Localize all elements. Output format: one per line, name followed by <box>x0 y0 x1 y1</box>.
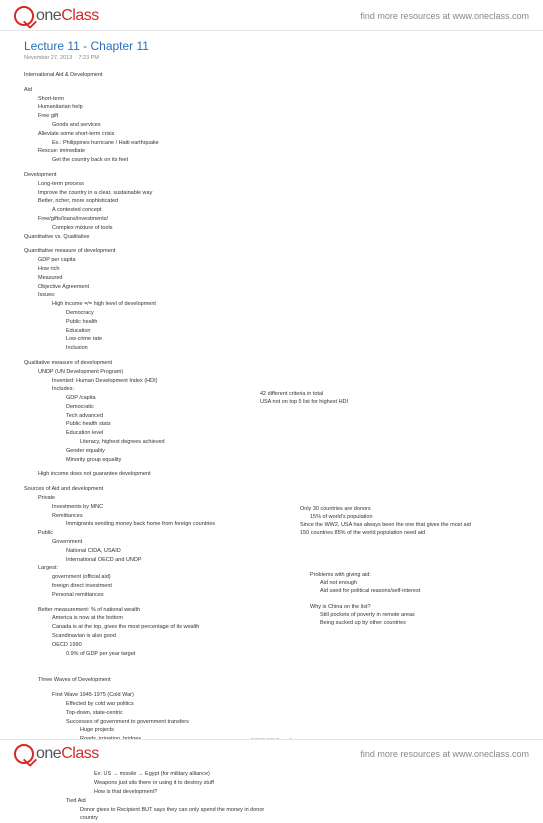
note-line: Private <box>24 494 519 503</box>
note-line: country <box>24 814 519 823</box>
note-line: Three Waves of Development <box>24 676 519 685</box>
note-line: Measured <box>24 274 519 283</box>
document-page: Lecture 11 - Chapter 11 November 27, 201… <box>0 31 543 823</box>
note-line: Objective Agreement <box>24 283 519 292</box>
note-line: Weapons just sits there or using it to d… <box>24 779 519 788</box>
brand-text: oneClass <box>36 7 99 25</box>
note-line: Donor gives to Recipient BUT says they c… <box>24 806 519 815</box>
note-line: Humanitarian help <box>24 103 519 112</box>
side-note: 150 countries 85% of the world populatio… <box>300 529 425 538</box>
note-line: Get the country back on its feet <box>24 156 519 165</box>
note-line: Remittances <box>24 512 519 521</box>
note-line: GDP per capita <box>24 256 519 265</box>
footer-brand-text: oneClass <box>36 745 99 763</box>
page-footer: oneClass find more resources at www.onec… <box>0 739 543 770</box>
brand-icon <box>14 6 34 26</box>
lecture-time: 7:23 PM <box>78 55 98 61</box>
note-line: Huge projects <box>24 726 519 735</box>
note-line: Scandinavian is also good <box>24 632 519 641</box>
note-line: America is now at the bottom <box>24 614 519 623</box>
note-line: Top-down, state-centric <box>24 709 519 718</box>
note-line: Free gift <box>24 112 519 121</box>
note-line: Short-term <box>24 95 519 104</box>
note-line: Education level <box>24 429 519 438</box>
header-resources-link[interactable]: find more resources at www.oneclass.com <box>360 11 529 21</box>
notes-body: International Aid & Development AidShort-… <box>24 71 519 823</box>
side-note: Aid used for political reasons/self-inte… <box>320 587 420 596</box>
note-line: Alleviate some short-term crisis <box>24 130 519 139</box>
note-line: Better measurement: % of national wealth <box>24 606 519 615</box>
lecture-title: Lecture 11 - Chapter 11 <box>24 39 519 53</box>
note-line: OECD 1990 <box>24 641 519 650</box>
note-line: Democracy <box>24 309 519 318</box>
note-line: Personal remittances <box>24 591 519 600</box>
note-line: Canada is at the top, gives the most per… <box>24 623 519 632</box>
note-line: Literacy, highest degrees achieved <box>24 438 519 447</box>
note-line: foreign direct investment <box>24 582 519 591</box>
side-note: USA not on top 5 list for highest HDI <box>260 398 348 407</box>
note-line: Education <box>24 327 519 336</box>
note-line: Better, richer, more sophisticated <box>24 197 519 206</box>
note-line: Long-term process <box>24 180 519 189</box>
brand-logo: oneClass <box>14 6 99 26</box>
note-line: High income does not guarantee developme… <box>24 470 519 479</box>
note-line: 0.9% of GDP per year target <box>24 650 519 659</box>
note-line: Qualitative measure of development <box>24 359 519 368</box>
side-note: Being sucked up by other countries <box>320 619 406 628</box>
note-line: Largest: <box>24 564 519 573</box>
note-line: Gender equality <box>24 447 519 456</box>
page-header: oneClass find more resources at www.onec… <box>0 0 543 31</box>
note-line: Rescue: immediate <box>24 147 519 156</box>
note-line: Tech advanced <box>24 412 519 421</box>
note-line: Tied Aid <box>24 797 519 806</box>
footer-brand-icon <box>14 744 34 764</box>
note-line: government (official aid) <box>24 573 519 582</box>
footer-brand-logo: oneClass <box>14 744 99 764</box>
note-line: Improve the country in a clear, sustaina… <box>24 189 519 198</box>
note-line: International Aid & Development <box>24 71 519 80</box>
note-line: Invented: Human Development Index (HDI) <box>24 377 519 386</box>
note-line: How rich <box>24 265 519 274</box>
lecture-date: November 27, 2013 <box>24 55 72 61</box>
note-line: Issues: <box>24 291 519 300</box>
note-line: UNDP (UN Development Program) <box>24 368 519 377</box>
note-line: Successes of government to government tr… <box>24 718 519 727</box>
note-line: Government <box>24 538 519 547</box>
note-line: Complex mixture of tools <box>24 224 519 233</box>
note-line: Minority group equality <box>24 456 519 465</box>
note-line: Free/gifts/loans/investments/ <box>24 215 519 224</box>
note-line: Inclusion <box>24 344 519 353</box>
note-line: National CIDA, USAID <box>24 547 519 556</box>
note-line: Quantitative measure of development <box>24 247 519 256</box>
note-line: Quantitative vs. Qualitative <box>24 233 519 242</box>
note-line: Aid <box>24 86 519 95</box>
lecture-subtitle: November 27, 2013 7:23 PM <box>24 55 519 61</box>
note-line: Public <box>24 529 519 538</box>
note-line: Public health stats <box>24 420 519 429</box>
note-line: Development <box>24 171 519 180</box>
note-line: Sources of Aid and development <box>24 485 519 494</box>
note-line: Effected by cold war politics <box>24 700 519 709</box>
note-line: Investments by MNC <box>24 503 519 512</box>
note-line: First Wave 1945-1975 (Cold War) <box>24 691 519 700</box>
note-line: Ex.: Philippines hurricane / Haiti earth… <box>24 139 519 148</box>
footer-resources-link[interactable]: find more resources at www.oneclass.com <box>360 749 529 759</box>
note-line: Public health <box>24 318 519 327</box>
note-line: High income =/= high level of developmen… <box>24 300 519 309</box>
note-line: Goods and services <box>24 121 519 130</box>
note-line: A contested concept <box>24 206 519 215</box>
note-line: International OECD and UNDP <box>24 556 519 565</box>
note-line: How is that development? <box>24 788 519 797</box>
note-line: Low crime rate <box>24 335 519 344</box>
note-line: Ex: US → missile → Egypt (for military a… <box>24 770 519 779</box>
